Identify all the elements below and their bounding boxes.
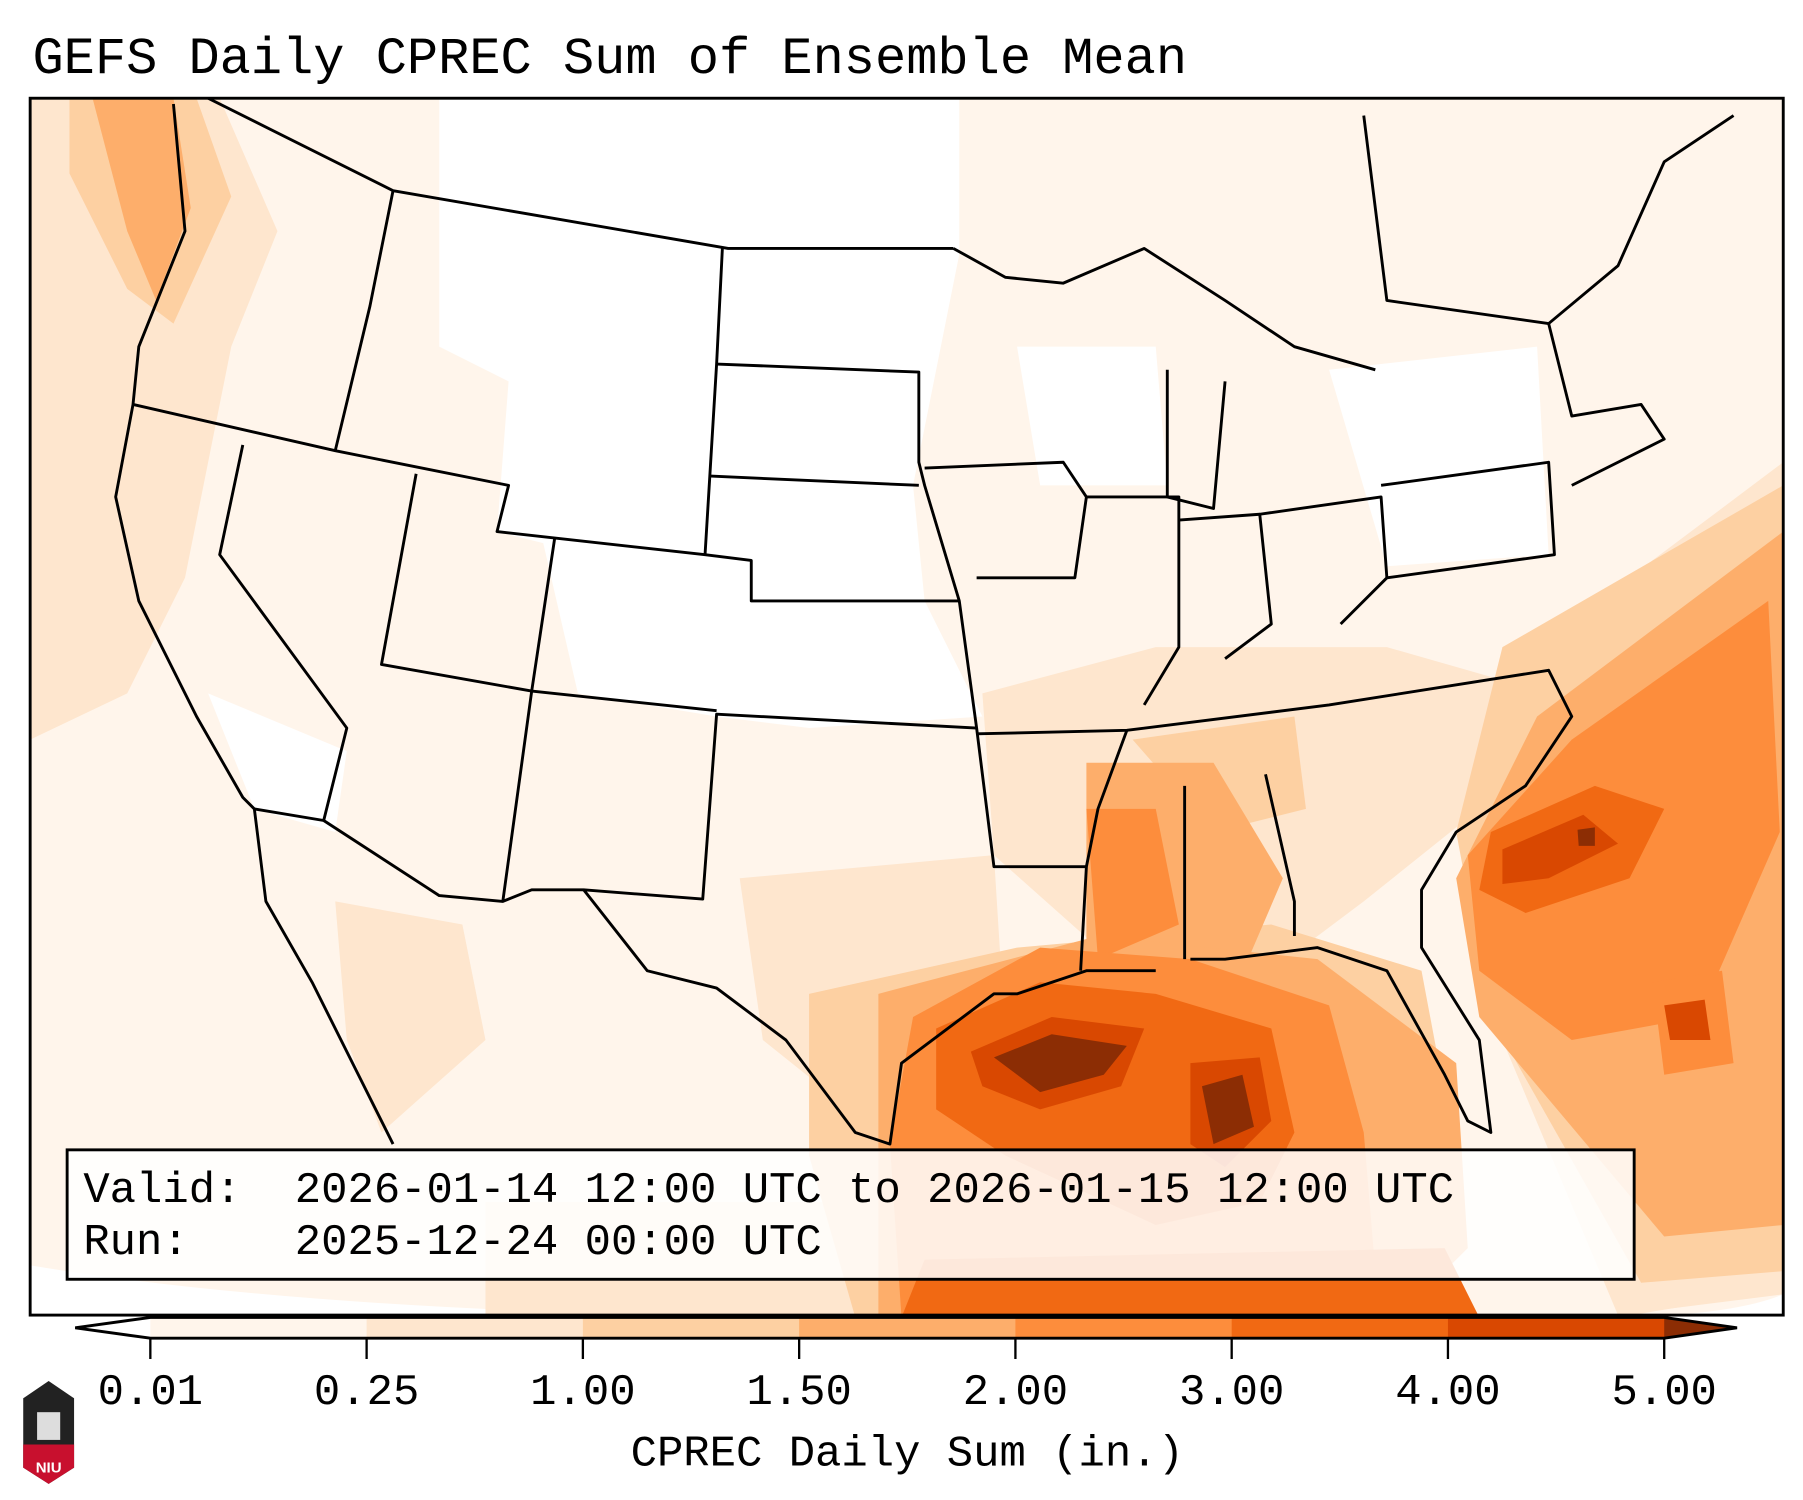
figure-title: GEFS Daily CPREC Sum of Ensemble Mean bbox=[32, 30, 1187, 89]
colorbar-tick-label: 3.00 bbox=[1179, 1368, 1284, 1418]
colorbar-bin bbox=[366, 1317, 584, 1339]
state-boundaries bbox=[114, 98, 1735, 1146]
run-label: Run: bbox=[83, 1218, 188, 1268]
colorbar-tick-label: 1.00 bbox=[530, 1368, 635, 1418]
colorbar-bin bbox=[1015, 1317, 1233, 1339]
colorbar-tick-label: 1.50 bbox=[746, 1368, 851, 1418]
colorbar-tick-label: 2.00 bbox=[963, 1368, 1068, 1418]
precip-over-5 bbox=[993, 827, 1595, 1145]
colorbar-label: CPREC Daily Sum (in.) bbox=[631, 1429, 1184, 1479]
map-frame bbox=[28, 96, 1785, 1317]
colorbar-tick-label: 0.01 bbox=[98, 1368, 203, 1418]
colorbar-bin bbox=[1231, 1317, 1449, 1339]
colorbar-over-arrow bbox=[1664, 1317, 1738, 1339]
projection-edge bbox=[30, 1265, 665, 1316]
valid-label: Valid: bbox=[83, 1166, 241, 1216]
info-box: Valid: 2026-01-14 12:00 UTC to 2026-01-1… bbox=[65, 1148, 1636, 1281]
colorbar-bin bbox=[150, 1317, 368, 1339]
valid-time: 2026-01-14 12:00 UTC to 2026-01-15 12:00… bbox=[295, 1166, 1454, 1216]
colorbar-under-arrow bbox=[75, 1317, 151, 1339]
colorbar-bin bbox=[1447, 1317, 1665, 1339]
colorbar-bin bbox=[799, 1317, 1016, 1339]
run-time: 2025-12-24 00:00 UTC bbox=[295, 1218, 822, 1268]
map-panel: Valid: 2026-01-14 12:00 UTC to 2026-01-1… bbox=[28, 96, 1785, 1317]
colorbar-tick-label: 5.00 bbox=[1612, 1368, 1717, 1418]
niu-logo: NIU bbox=[23, 1380, 75, 1484]
logo-text: NIU bbox=[36, 1459, 62, 1476]
colorbar-bin bbox=[582, 1317, 800, 1339]
colorbar-tick-label: 4.00 bbox=[1395, 1368, 1500, 1418]
colorbar: 0.01 0.25 1.00 1.50 2.00 3.00 4.00 5.00 bbox=[75, 1315, 1738, 1418]
colorbar-tick-label: 0.25 bbox=[314, 1368, 419, 1418]
precip-dry-area bbox=[439, 98, 983, 729]
